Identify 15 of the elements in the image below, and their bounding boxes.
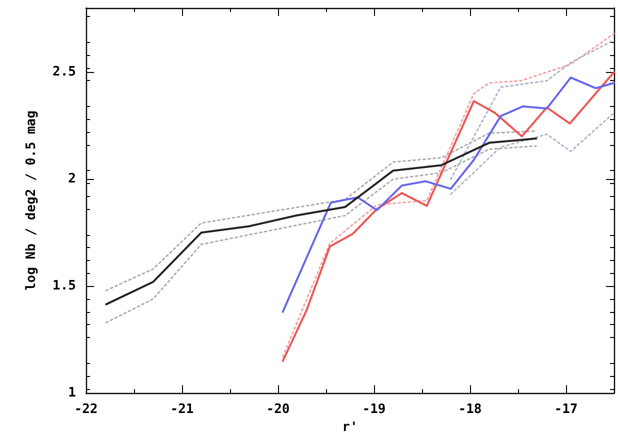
x-tick-label: -21 — [170, 402, 194, 418]
line-series — [450, 112, 615, 195]
x-axis-title: r' — [342, 420, 358, 435]
x-tick-label: -17 — [554, 402, 578, 418]
y-tick-label: 1 — [68, 386, 76, 401]
y-tick-label: 1.5 — [52, 278, 76, 294]
y-tick-label: 2 — [68, 172, 76, 187]
x-tick-label: -19 — [362, 402, 386, 418]
y-axis-title: log Nb / deg2 / 0.5 mag — [24, 110, 39, 291]
x-tick-label: -18 — [458, 402, 482, 418]
line-series — [282, 76, 615, 313]
x-tick-label: -20 — [266, 402, 290, 418]
y-tick-label: 2.5 — [52, 64, 76, 80]
line-series — [450, 39, 615, 180]
x-tick-label: -22 — [74, 402, 98, 418]
